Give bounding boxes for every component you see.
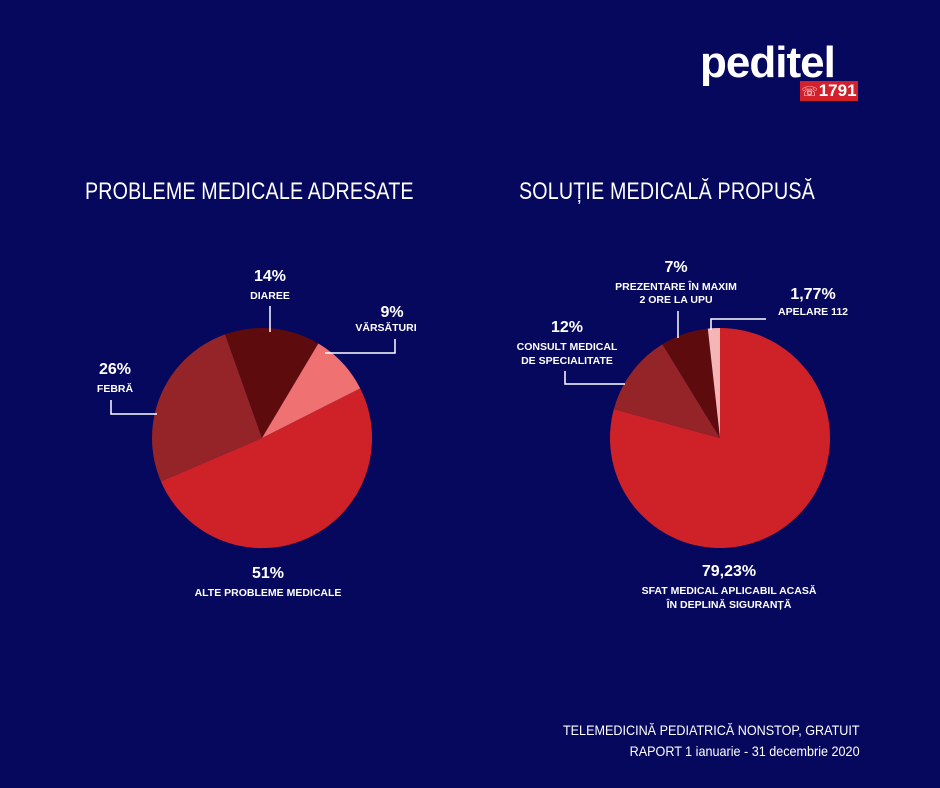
pie-slice: [662, 328, 720, 438]
footer-line-2: RAPORT 1 ianuarie - 31 decembrie 2020: [630, 743, 860, 759]
slice-category-label: FEBRĂ: [97, 382, 134, 395]
logo-phone-number: 1791: [818, 81, 857, 100]
pie-slice: [613, 344, 720, 438]
pie-slice: [262, 343, 361, 438]
leader-line: [110, 400, 157, 415]
report-footer: TELEMEDICINĂ PEDIATRICĂ NONSTOP, GRATUIT…: [563, 720, 860, 762]
slice-value-label: 14%: [254, 268, 286, 285]
slice-category-label: ALTE PROBLEME MEDICALE: [195, 587, 342, 599]
chart-title-solutions: SOLUȚIE MEDICALĂ PROPUSĂ: [519, 178, 815, 205]
slice-category-label: PREZENTARE ÎN MAXIM: [615, 280, 737, 293]
slice-value-label: 9%: [380, 304, 403, 321]
slice-category-label: ÎN DEPLINĂ SIGURANȚĂ: [666, 598, 792, 611]
pie-slice: [609, 328, 830, 548]
logo-phone-badge: ☏1791: [800, 81, 858, 101]
slice-value-label: 51%: [252, 565, 284, 582]
logo-word-pre: pedi: [700, 38, 787, 87]
slice-value-label: 26%: [99, 361, 131, 378]
slice-category-label: DIAREE: [250, 290, 290, 302]
slice-category-label: DE SPECIALITATE: [521, 355, 613, 367]
leader-line: [325, 339, 396, 354]
slice-category-label: APELARE 112: [778, 306, 848, 318]
slice-value-label: 7%: [664, 259, 687, 276]
peditel-logo: peditel: [700, 40, 860, 102]
slice-value-label: 1,77%: [790, 286, 835, 303]
leader-line: [710, 318, 766, 330]
phone-icon: ☏: [801, 84, 818, 99]
slice-category-label: VĂRSĂTURI: [355, 321, 416, 334]
slice-value-label: 79,23%: [702, 563, 756, 580]
slice-value-label: 12%: [551, 319, 583, 336]
footer-line-1: TELEMEDICINĂ PEDIATRICĂ NONSTOP, GRATUIT: [563, 722, 860, 738]
slice-category-label: 2 ORE LA UPU: [639, 294, 712, 306]
pie-slice: [152, 334, 262, 482]
pie-slice: [225, 327, 319, 438]
logo-wordmark: peditel: [700, 38, 836, 87]
leader-line: [564, 371, 625, 385]
slice-category-label: SFAT MEDICAL APLICABIL ACASĂ: [642, 584, 817, 597]
pie-slice: [160, 388, 373, 549]
logo-word-accent: tel: [786, 38, 835, 87]
chart-title-problems: PROBLEME MEDICALE ADRESATE: [85, 178, 414, 205]
pie-slice: [707, 328, 720, 438]
slice-category-label: CONSULT MEDICAL: [517, 341, 618, 353]
